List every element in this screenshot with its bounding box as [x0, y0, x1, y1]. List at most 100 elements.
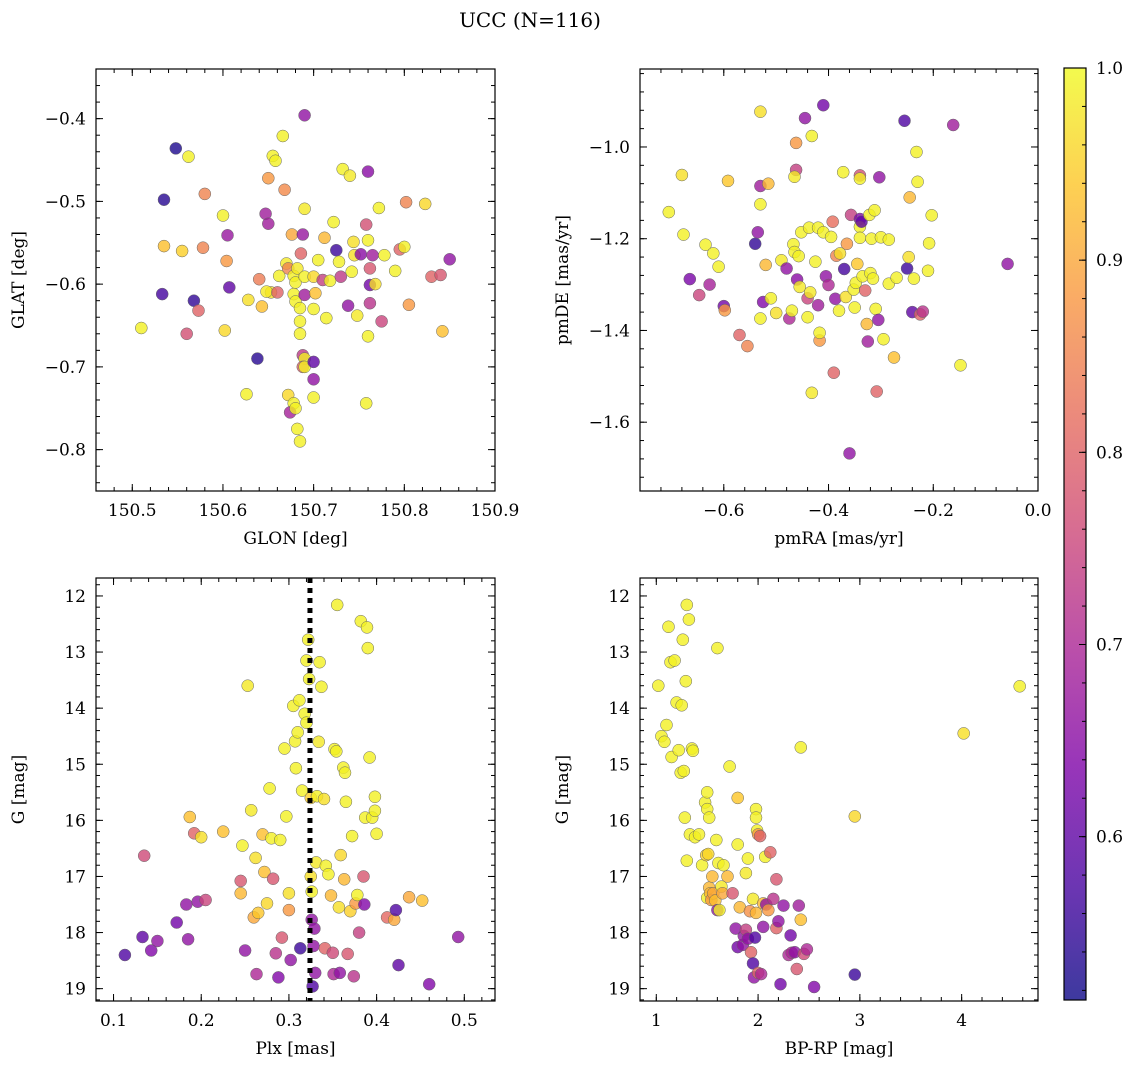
data-point: [300, 654, 313, 667]
data-point: [668, 654, 681, 667]
points: [662, 98, 1014, 460]
data-point: [359, 218, 373, 231]
x-tick-label: −0.6: [703, 501, 744, 521]
data-point: [780, 262, 793, 275]
colorbar-tick-label: 0.8: [1096, 443, 1123, 463]
data-point: [739, 866, 753, 880]
data-point: [311, 253, 325, 267]
x-tick-label: 150.7: [289, 501, 338, 521]
data-point: [836, 165, 850, 179]
data-point: [360, 621, 374, 634]
data-point: [199, 893, 212, 907]
data-point: [291, 262, 304, 275]
data-point: [313, 655, 326, 669]
data-point: [337, 873, 351, 886]
data-point: [361, 165, 375, 178]
data-point: [276, 129, 290, 143]
y-tick-label: 16: [64, 811, 86, 831]
y-tick-label: 17: [64, 867, 86, 887]
y-tick-label: 13: [608, 643, 630, 663]
data-point: [298, 109, 311, 122]
data-point: [372, 201, 386, 215]
data-point: [282, 887, 296, 900]
data-point: [182, 150, 195, 163]
data-point: [805, 129, 819, 143]
x-tick-label: −0.4: [808, 501, 849, 521]
data-point: [759, 258, 772, 272]
y-tick-label: −1.4: [589, 321, 630, 341]
data-point: [848, 810, 862, 823]
y-tick-label: −0.6: [45, 275, 86, 295]
data-point: [839, 290, 853, 304]
data-point: [280, 810, 293, 823]
data-point: [898, 114, 911, 128]
data-point: [326, 946, 340, 960]
y-axis-label: pmDE [mas/yr]: [553, 215, 573, 345]
figure-title: UCC (N=116): [459, 8, 601, 32]
data-point: [251, 352, 264, 365]
data-point: [434, 268, 447, 282]
data-point: [807, 980, 821, 994]
data-point: [794, 913, 808, 926]
colorbar-frame: [1063, 67, 1087, 1001]
data-point: [221, 229, 234, 242]
y-tick-label: 19: [64, 980, 86, 1000]
x-tick-label: 4: [956, 1011, 967, 1031]
colorbar-tick-label: 1.0: [1096, 59, 1123, 79]
data-point: [851, 257, 864, 271]
data-point: [322, 867, 335, 881]
data-point: [339, 795, 353, 809]
data-point: [922, 237, 936, 250]
data-point: [293, 694, 306, 707]
data-point: [250, 967, 263, 981]
data-point: [307, 302, 320, 316]
data-point: [368, 804, 382, 818]
data-point: [398, 240, 411, 254]
data-point: [829, 292, 842, 306]
data-point: [789, 136, 803, 150]
x-tick-label: 1: [651, 1011, 662, 1031]
axes-frame: [95, 577, 496, 1002]
data-point: [751, 226, 765, 239]
y-tick-label: 18: [64, 924, 86, 944]
data-point: [721, 870, 734, 883]
data-point: [733, 328, 746, 342]
data-point: [872, 313, 885, 327]
x-tick-label: 0.2: [188, 1011, 215, 1031]
data-point: [717, 858, 730, 872]
data-point: [347, 970, 361, 983]
data-point: [137, 849, 151, 862]
y-tick-label: 18: [608, 924, 630, 944]
panel-3: 0.1 0.2 0.3 0.4 0.5 12 13 14 15 16 17 18 19 Plx [mas]…: [9, 577, 496, 1059]
data-point: [285, 228, 299, 241]
data-point: [805, 386, 819, 400]
data-point: [333, 966, 347, 980]
data-point: [833, 247, 847, 260]
data-point: [731, 791, 744, 805]
data-point: [843, 447, 856, 460]
panels: 150.5 150.6 150.7 150.8 150.9−0.4−0.5−0.6−0.…: [9, 68, 1052, 1059]
data-point: [307, 373, 320, 386]
data-point: [272, 269, 286, 283]
data-point: [925, 209, 938, 222]
data-point: [451, 930, 465, 944]
data-point: [392, 958, 405, 972]
data-point: [169, 142, 183, 155]
data-point: [741, 852, 755, 865]
data-point: [315, 680, 328, 694]
data-point: [652, 679, 665, 692]
data-point: [662, 205, 676, 219]
data-point: [762, 177, 775, 190]
data-point: [273, 833, 287, 847]
x-tick-label: 150.6: [199, 501, 248, 521]
y-tick-label: 14: [64, 699, 86, 719]
data-point: [853, 172, 867, 185]
x-axis-label: BP-RP [mag]: [785, 1039, 894, 1059]
data-point: [249, 851, 262, 865]
data-point: [680, 854, 694, 867]
data-point: [157, 193, 171, 206]
data-point: [238, 944, 252, 957]
data-point: [216, 825, 230, 838]
data-point: [887, 351, 901, 364]
